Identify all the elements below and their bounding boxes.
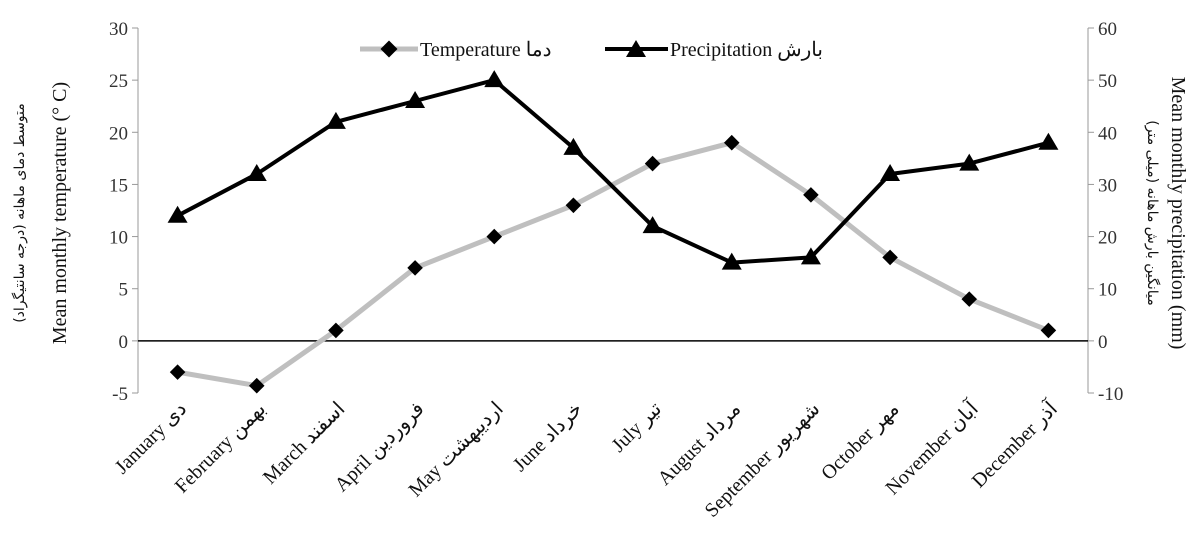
precipitation-point bbox=[959, 153, 980, 171]
left-tick-label: 5 bbox=[119, 280, 129, 301]
left-tick-label: 10 bbox=[109, 228, 128, 249]
precipitation-point bbox=[563, 137, 584, 155]
temperature-point bbox=[803, 187, 819, 203]
temperature-point bbox=[565, 197, 582, 214]
legend-precipitation-label: Precipitation بارش bbox=[670, 39, 823, 61]
legend-temperature-marker bbox=[380, 40, 398, 58]
series-temperature-line bbox=[177, 140, 1050, 389]
temperature-point bbox=[1040, 322, 1057, 339]
left-axis-title: Mean monthly temperature (° C) bbox=[49, 82, 71, 344]
category-label: July تیر bbox=[607, 398, 666, 457]
left-tick-label: 25 bbox=[109, 71, 128, 92]
left-tick-label: -5 bbox=[112, 384, 128, 405]
category-label: December آذر bbox=[966, 396, 1063, 493]
right-axis-ticks: 60 50 40 30 20 10 0 -10 bbox=[1098, 19, 1123, 405]
legend-temperature-label: Temperature دما bbox=[420, 39, 551, 61]
right-axis-title: Mean monthly precipitation (mm) bbox=[1167, 77, 1189, 350]
right-tick-label: 0 bbox=[1098, 332, 1108, 353]
series-layer bbox=[167, 70, 1059, 394]
precipitation-point bbox=[325, 111, 346, 129]
temperature-point bbox=[723, 134, 740, 151]
right-tick-label: 30 bbox=[1098, 175, 1117, 196]
right-tick-label: 50 bbox=[1098, 71, 1117, 92]
precipitation-point bbox=[721, 252, 742, 270]
precipitation-point bbox=[405, 91, 426, 108]
precipitation-point bbox=[484, 70, 505, 88]
axes bbox=[132, 27, 1094, 394]
temperature-point bbox=[644, 155, 661, 172]
precipitation-point bbox=[246, 164, 267, 181]
right-tick-label: 20 bbox=[1098, 228, 1117, 249]
left-axis-title-fa: متوسط دمای ماهانه (درجه سانتیگراد) bbox=[11, 103, 28, 323]
right-tick-label: 60 bbox=[1098, 19, 1117, 40]
legend-precipitation-marker bbox=[626, 40, 646, 57]
precipitation-point bbox=[1038, 132, 1059, 150]
left-axis-ticks: 30 25 20 15 10 5 0 -5 bbox=[109, 19, 128, 405]
category-label: January دی bbox=[111, 398, 191, 478]
temperature-point bbox=[486, 228, 503, 245]
category-label: June خرداد bbox=[509, 398, 587, 476]
precipitation-point bbox=[800, 247, 821, 265]
precipitation-point bbox=[642, 216, 663, 234]
left-tick-label: 0 bbox=[119, 332, 129, 353]
left-tick-label: 15 bbox=[109, 175, 128, 196]
legend: Temperature دما Precipitation بارش bbox=[360, 39, 823, 61]
category-label: October مهر bbox=[817, 398, 904, 485]
right-tick-label: 40 bbox=[1098, 123, 1117, 144]
precipitation-point bbox=[880, 164, 901, 181]
right-tick-label: -10 bbox=[1098, 384, 1123, 405]
right-axis-title-fa: میانگین بارش ماهانه (میلی متر) bbox=[1144, 120, 1161, 306]
temperature-point bbox=[169, 364, 186, 380]
series-precipitation-line bbox=[176, 78, 1049, 265]
left-tick-label: 30 bbox=[109, 19, 128, 40]
left-tick-label: 20 bbox=[109, 123, 128, 144]
precipitation-point bbox=[167, 205, 188, 223]
right-tick-label: 10 bbox=[1098, 280, 1117, 301]
